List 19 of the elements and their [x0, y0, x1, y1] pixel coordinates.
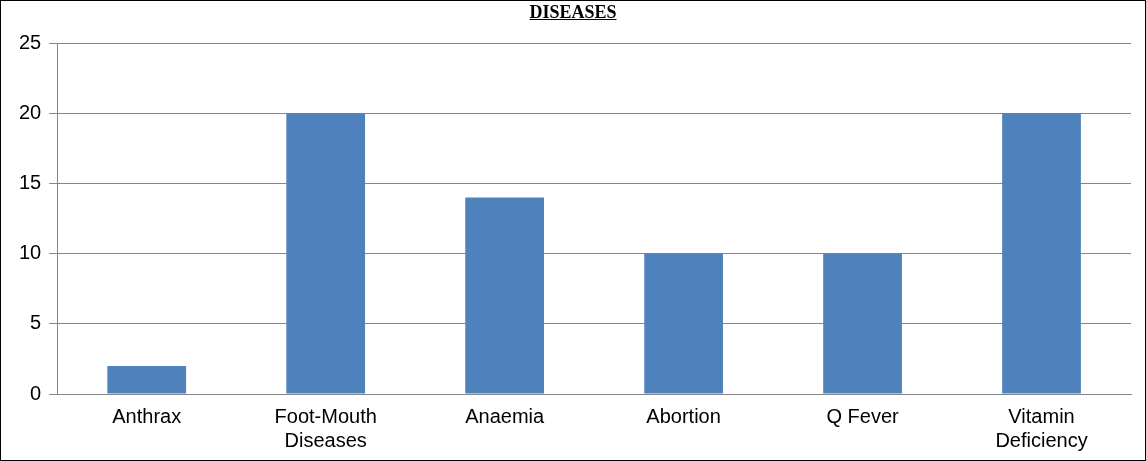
bar	[286, 113, 366, 394]
x-tick-label: Foot-Mouth Diseases	[274, 404, 377, 451]
bar	[823, 253, 902, 394]
chart-title: DISEASES	[528, 1, 618, 23]
bar	[465, 197, 545, 394]
x-tick-label: Q Fever	[826, 404, 900, 427]
y-tick-label: 10	[19, 241, 42, 264]
y-tick-label: 5	[30, 311, 42, 334]
y-tick-label: 15	[19, 170, 42, 193]
bar	[1002, 113, 1081, 394]
y-tick-label: 25	[19, 30, 42, 53]
x-tick-label: Abortion	[646, 404, 721, 427]
bar	[107, 365, 187, 394]
y-tick-label: 0	[30, 381, 42, 404]
y-tick-label: 20	[19, 100, 42, 123]
bar	[644, 253, 723, 394]
x-tick-label: Anaemia	[465, 404, 545, 427]
x-tick-label: Anthrax	[112, 404, 182, 427]
x-tick-label: Vitamin Deficiency	[995, 404, 1088, 451]
